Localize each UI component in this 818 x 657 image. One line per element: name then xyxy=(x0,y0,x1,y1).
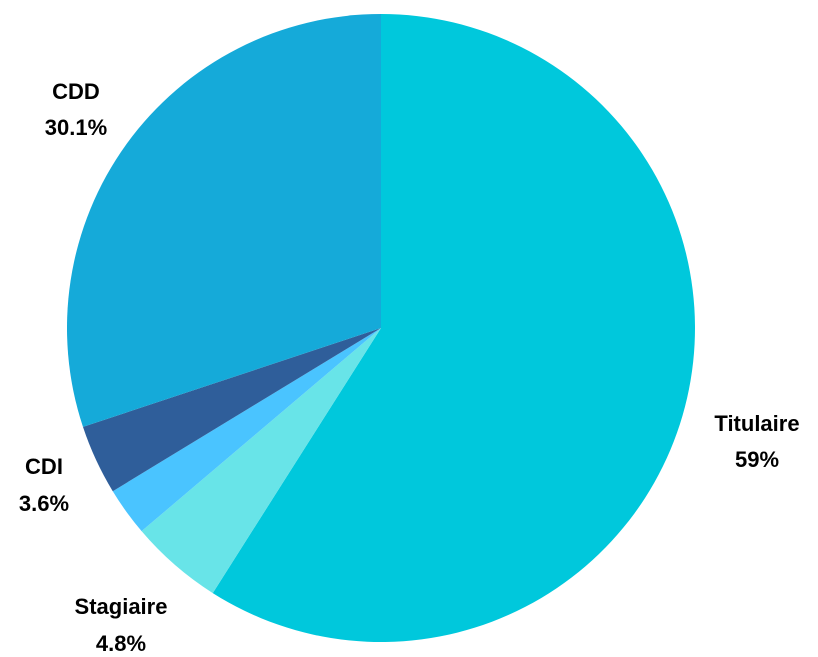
label-titulaire-name: Titulaire xyxy=(714,411,799,436)
label-stagiaire-value: 4.8% xyxy=(96,631,146,656)
slice-titulaire xyxy=(212,14,695,642)
slice-unlabeled-2 xyxy=(112,328,381,532)
label-cdd-value: 30.1% xyxy=(45,115,107,140)
slice-cdi xyxy=(82,328,381,492)
label-titulaire-value: 59% xyxy=(735,447,779,472)
label-cdi-name: CDI xyxy=(25,454,63,479)
label-cdi-value: 3.6% xyxy=(19,491,69,516)
slice-labels: Titulaire 59% Stagiaire 4.8% CDI 3.6% CD… xyxy=(19,79,800,656)
pie-slices xyxy=(66,13,695,642)
label-stagiaire-name: Stagiaire xyxy=(75,594,168,619)
label-cdd-name: CDD xyxy=(52,79,100,104)
slice-stagiaire xyxy=(141,328,381,594)
slice-cdd xyxy=(66,13,382,427)
